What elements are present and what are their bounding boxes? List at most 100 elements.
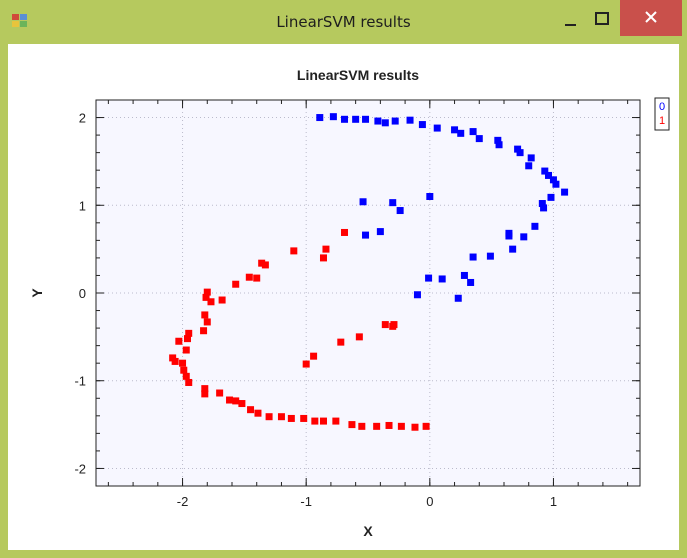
x-tick-label: 0 [426, 494, 433, 509]
point-class-1 [218, 296, 226, 304]
point-class-1 [411, 423, 419, 431]
point-class-0 [520, 233, 528, 241]
point-class-0 [469, 253, 477, 261]
close-icon [645, 11, 657, 23]
plot-frame [95, 99, 641, 487]
y-tick-label: -1 [74, 374, 86, 389]
point-class-1 [355, 333, 363, 341]
point-class-0 [438, 275, 446, 283]
point-class-1 [183, 335, 191, 343]
point-class-0 [467, 278, 475, 286]
point-class-1 [180, 366, 188, 374]
point-class-1 [258, 259, 266, 267]
point-class-0 [362, 231, 370, 239]
point-class-1 [216, 389, 224, 397]
point-class-1 [200, 327, 208, 335]
point-class-1 [332, 417, 340, 425]
point-class-1 [226, 396, 234, 404]
point-class-1 [171, 357, 179, 365]
y-tick-label: 0 [79, 286, 86, 301]
point-class-0 [547, 193, 555, 201]
point-class-1 [207, 298, 215, 306]
x-tick-label: -1 [300, 494, 312, 509]
point-class-1 [202, 293, 210, 301]
minimize-icon [565, 24, 576, 26]
point-class-1 [201, 385, 209, 393]
app-window-icon[interactable] [12, 14, 28, 28]
point-class-1 [319, 417, 327, 425]
point-class-1 [337, 338, 345, 346]
point-class-1 [238, 400, 246, 408]
point-class-0 [541, 167, 549, 175]
point-class-1 [179, 359, 187, 367]
point-class-1 [319, 254, 327, 262]
y-tick-label: -2 [74, 461, 86, 476]
point-class-1 [300, 414, 308, 422]
point-class-1 [265, 413, 273, 421]
point-class-1 [247, 406, 255, 414]
x-tick-label: 1 [550, 494, 557, 509]
legend: 0 1 [654, 97, 670, 131]
point-class-0 [561, 188, 569, 196]
point-class-1 [254, 409, 262, 417]
point-class-1 [290, 247, 298, 255]
point-class-0 [475, 135, 483, 143]
point-class-0 [406, 116, 414, 124]
point-class-0 [391, 117, 399, 125]
point-class-1 [182, 346, 190, 354]
point-class-1 [381, 321, 389, 329]
point-class-1 [311, 417, 319, 425]
point-class-0 [413, 291, 421, 299]
point-class-0 [525, 162, 533, 170]
point-class-0 [538, 200, 546, 208]
point-class-0 [552, 180, 560, 188]
tick-labels: -2 -1 0 1 -2 -1 0 1 2 [74, 111, 557, 509]
point-class-1 [302, 360, 310, 368]
point-class-0 [376, 228, 384, 236]
point-class-0 [495, 141, 503, 149]
point-class-0 [514, 145, 522, 153]
point-class-0 [426, 193, 434, 200]
point-class-0 [396, 207, 404, 215]
point-class-1 [373, 422, 381, 430]
minimize-button[interactable] [552, 0, 590, 36]
maximize-icon [595, 12, 609, 25]
chart-client-area: LinearSVM results -2 -1 0 1 -2 -1 0 1 2 X Y 0 1 [8, 44, 679, 550]
data-points [169, 113, 569, 431]
legend-entry-1: 1 [659, 115, 665, 127]
point-class-0 [362, 115, 370, 123]
point-class-1 [261, 261, 269, 269]
point-class-0 [486, 252, 494, 260]
point-class-0 [359, 198, 367, 206]
point-class-0 [540, 204, 548, 212]
point-class-0 [352, 115, 360, 123]
title-bar[interactable]: LinearSVM results [0, 0, 687, 44]
point-class-1 [203, 318, 211, 326]
point-class-1 [287, 414, 295, 422]
point-class-0 [545, 171, 553, 179]
point-class-1 [201, 311, 209, 319]
point-class-1 [310, 352, 318, 360]
maximize-button[interactable] [590, 0, 620, 36]
point-class-0 [516, 149, 524, 157]
point-class-1 [245, 273, 253, 281]
point-class-0 [457, 129, 465, 137]
scatter-chart: LinearSVM results -2 -1 0 1 -2 -1 0 1 2 X Y 0 1 [29, 67, 670, 539]
point-class-0 [505, 232, 513, 240]
close-button[interactable] [620, 0, 682, 36]
point-class-0 [531, 222, 539, 230]
point-class-1 [322, 245, 330, 253]
point-class-0 [374, 117, 382, 125]
point-class-0 [433, 124, 441, 132]
y-tick-label: 2 [79, 111, 86, 126]
y-tick-label: 1 [79, 198, 86, 213]
point-class-0 [494, 136, 502, 144]
x-tick-label: -2 [177, 494, 189, 509]
point-class-0 [389, 199, 397, 207]
point-class-1 [232, 397, 240, 405]
x-axis-label: X [363, 523, 373, 539]
point-class-1 [253, 274, 261, 282]
chart-title: LinearSVM results [297, 67, 419, 83]
point-class-1 [169, 354, 177, 362]
legend-box [654, 97, 670, 131]
